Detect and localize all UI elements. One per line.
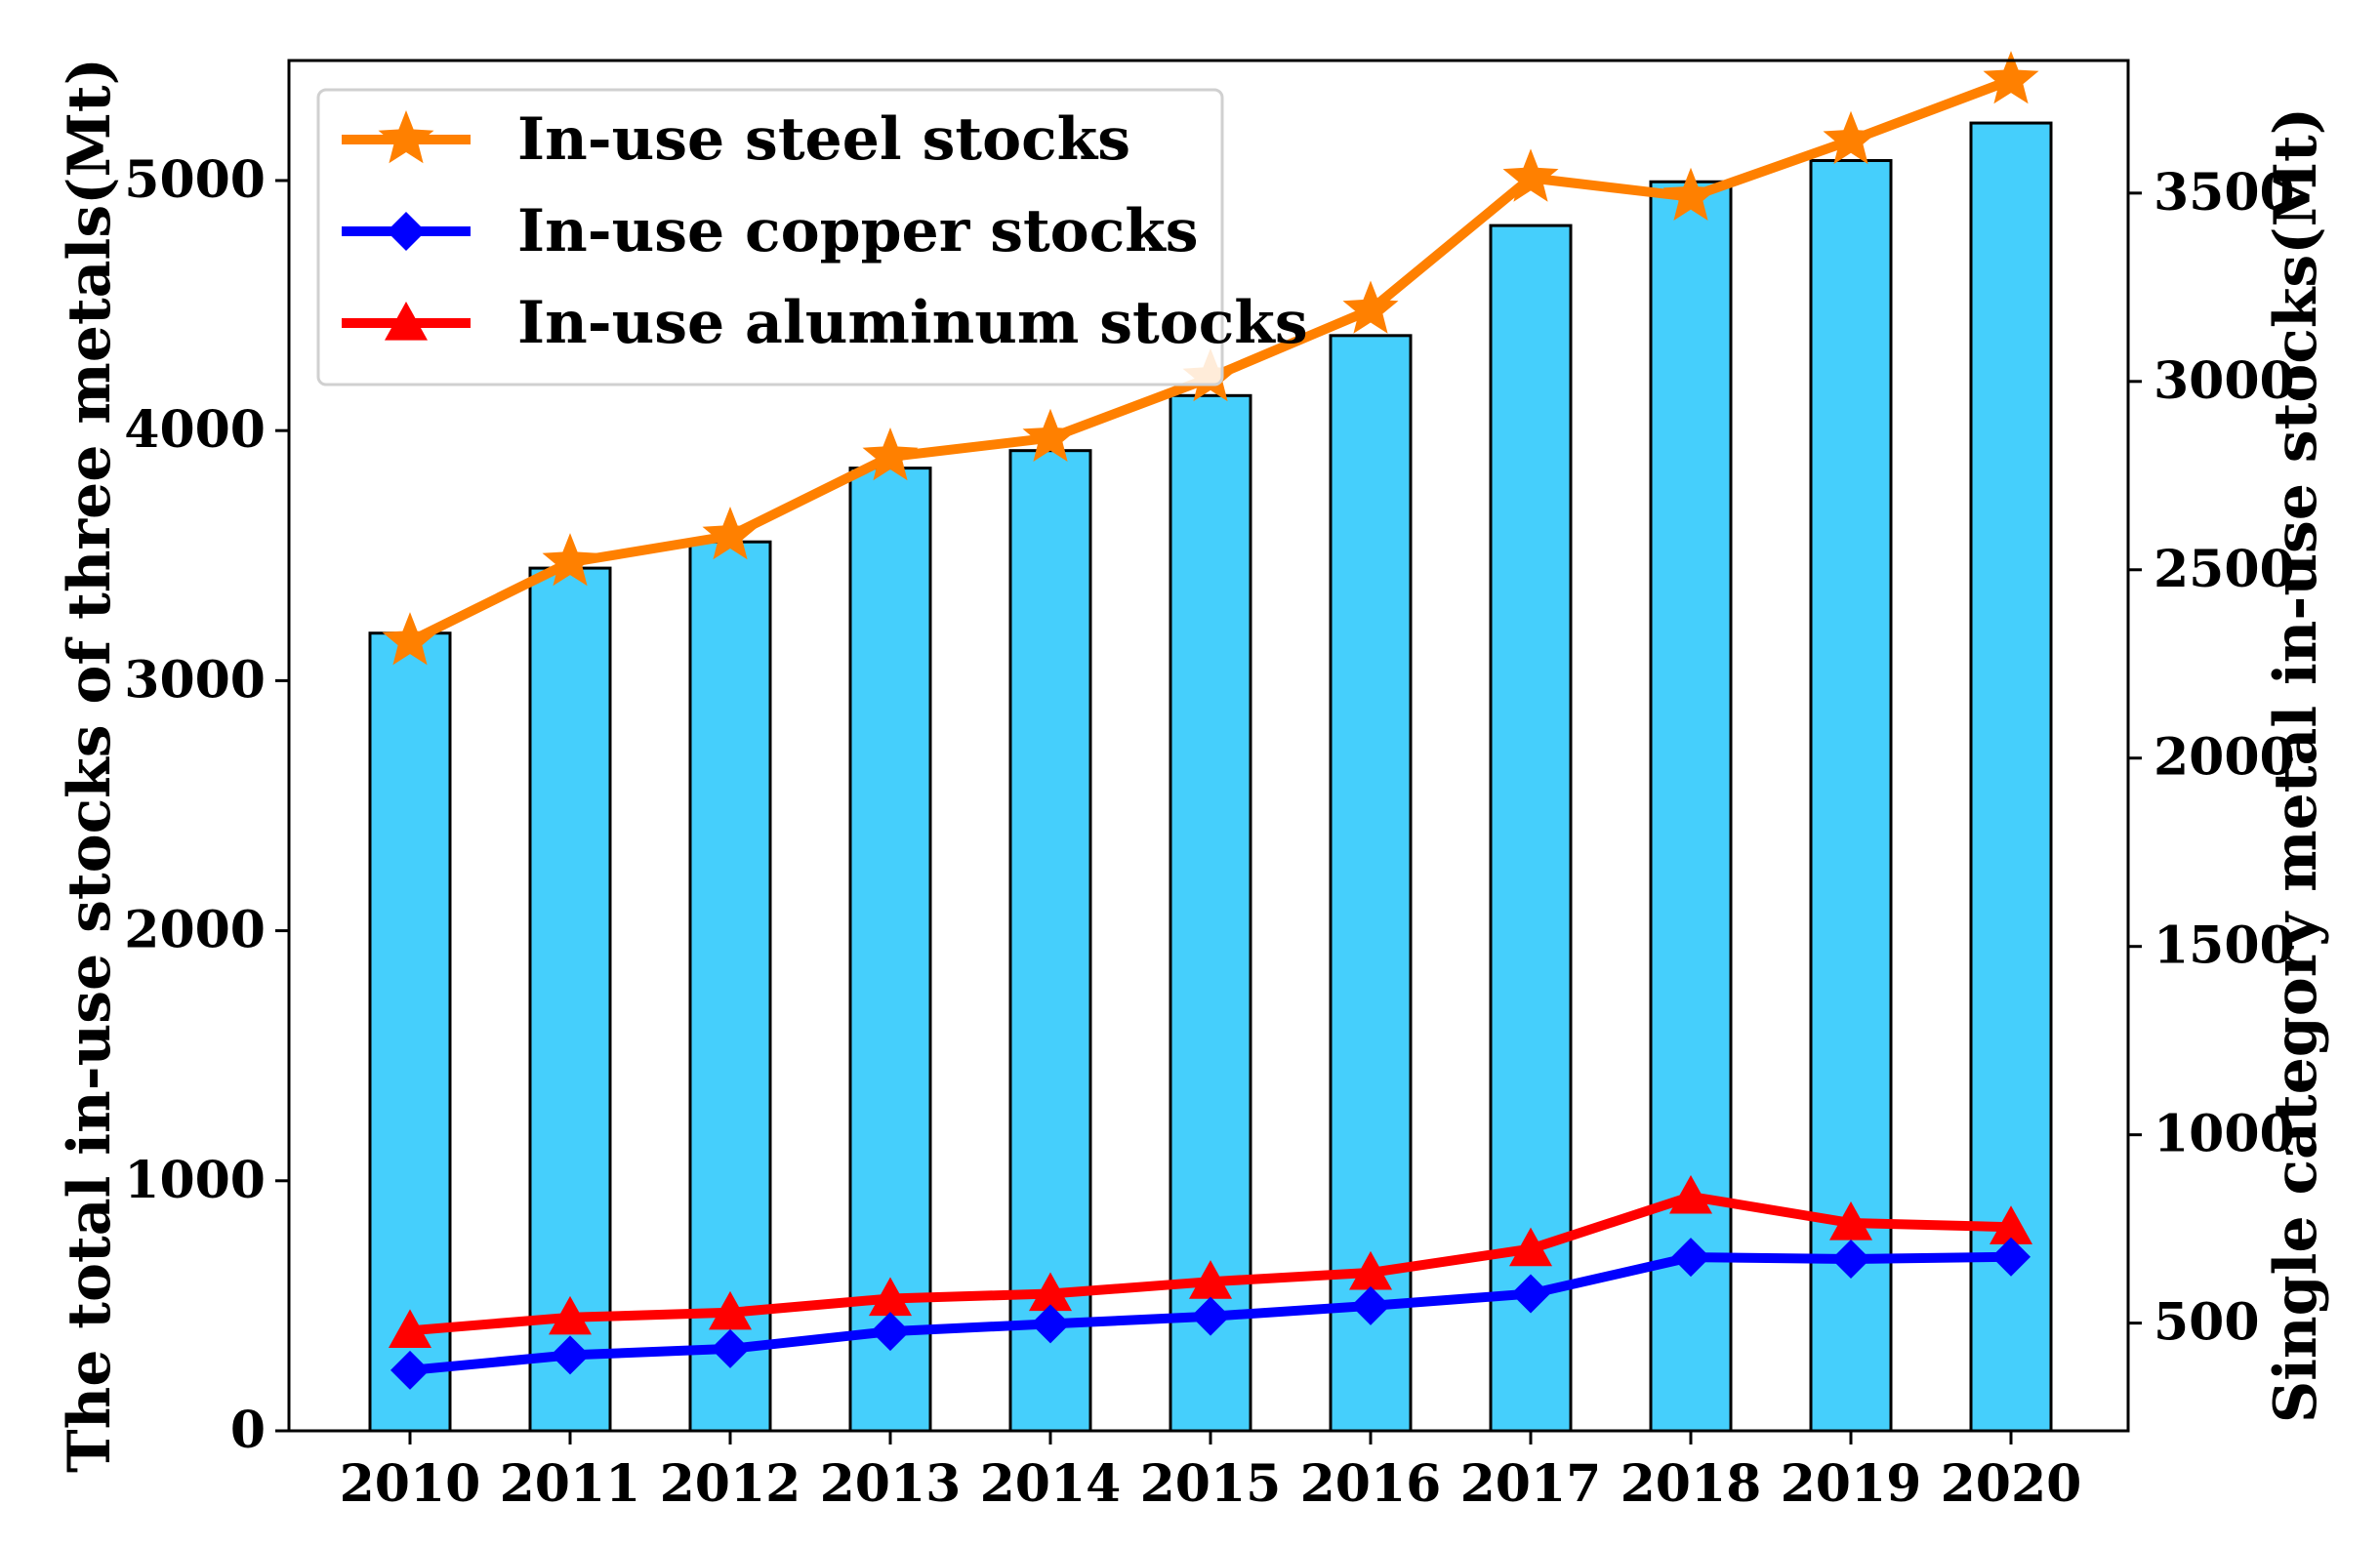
x-tick-label-2018: 2018 [1621,1454,1762,1514]
in-use-copper-stocks-point-2011 [551,1335,590,1375]
in-use-steel-stocks-point-2010 [382,612,438,666]
legend-label-in-use-copper-stocks: In-use copper stocks [517,197,1199,265]
x-tick-label-2017: 2017 [1460,1454,1602,1514]
in-use-copper-stocks-point-2020 [1991,1237,2031,1277]
in-use-steel-stocks-point-2011 [542,533,598,587]
left-y-axis: 0 1000 2000 3000 4000 5000 [124,150,289,1460]
in-use-copper-stocks-point-2019 [1831,1240,1870,1280]
left-tick-label-3000: 3000 [124,650,266,710]
right-tick-label-3000: 3000 [2154,351,2295,411]
left-axis-title: The total in-use stocks of three metals(… [56,58,124,1473]
left-tick-label-0: 0 [230,1401,266,1460]
legend-label-in-use-steel-stocks: In-use steel stocks [517,105,1130,174]
right-tick-label-1500: 1500 [2154,916,2295,976]
right-tick-label-3500: 3500 [2154,163,2295,223]
in-use-aluminum-stocks-point-2019 [1829,1200,1872,1241]
in-use-copper-stocks-point-2015 [1191,1296,1230,1336]
bar-2013 [848,467,932,1433]
left-tick-label-4000: 4000 [124,400,266,460]
right-tick-label-1000: 1000 [2154,1105,2295,1164]
in-use-copper-stocks-point-2014 [1031,1304,1070,1344]
legend-marker-in-use-steel-stocks [378,110,434,164]
bar-2011 [528,566,612,1433]
legend-box [316,88,1224,386]
in-use-aluminum-stocks-point-2011 [549,1295,592,1335]
right-tick-label-2500: 2500 [2154,540,2295,599]
x-tick-label-2016: 2016 [1300,1454,1442,1514]
in-use-aluminum-stocks-point-2012 [709,1290,752,1330]
in-use-aluminum-stocks-point-2010 [389,1309,431,1348]
x-tick-label-2015: 2015 [1140,1454,1282,1514]
right-tick-label-2000: 2000 [2154,728,2295,788]
in-use-copper-stocks-point-2010 [390,1350,430,1390]
left-tick-label-5000: 5000 [124,150,266,210]
in-use-copper-stocks-point-2017 [1511,1274,1550,1314]
lines-layer [382,51,2039,1390]
in-use-aluminum-stocks-point-2015 [1189,1260,1232,1299]
in-use-copper-stocks-point-2012 [711,1328,750,1368]
plot-frame [287,59,2130,1433]
in-use-copper-stocks-point-2016 [1351,1285,1390,1325]
right-tick-label-500: 500 [2154,1293,2260,1353]
series-in-use-copper-stocks [390,1237,2031,1390]
in-use-aluminum-stocks-point-2016 [1349,1250,1392,1290]
x-tick-label-2010: 2010 [340,1454,481,1514]
x-tick-label-2019: 2019 [1781,1454,1922,1514]
right-axis-title: Single category metal in-use stocks(Mt) [2262,107,2330,1423]
x-tick-label-2014: 2014 [980,1454,1122,1514]
right-y-axis: 500 1000 1500 2000 2500 3000 3500 [2128,163,2295,1353]
left-tick-label-2000: 2000 [124,901,266,960]
in-use-steel-stocks-point-2019 [1823,110,1879,165]
in-use-steel-stocks-point-2017 [1502,148,1559,202]
in-use-aluminum-stocks-point-2017 [1509,1227,1552,1267]
legend-marker-in-use-copper-stocks [387,212,426,251]
bar-2015 [1169,393,1252,1433]
x-tick-label-2020: 2020 [1941,1454,2082,1514]
legend: In-use steel stocks In-use copper stocks I… [316,88,1308,386]
in-use-steel-stocks-point-2016 [1342,280,1399,334]
in-use-aluminum-stocks-point-2014 [1029,1272,1072,1312]
bar-2010 [368,631,452,1433]
x-axis: 2010 2011 2012 2013 2014 2015 2016 2017 2018 2019… [340,1431,2082,1514]
in-use-steel-stocks-point-2013 [862,427,919,481]
legend-label-in-use-aluminum-stocks: In-use aluminum stocks [517,289,1308,357]
in-use-steel-stocks-point-2012 [702,507,759,560]
series-in-use-aluminum-stocks [389,1174,2032,1348]
in-use-copper-stocks-point-2018 [1671,1238,1710,1278]
x-tick-label-2012: 2012 [660,1454,801,1514]
x-tick-label-2011: 2011 [500,1454,641,1514]
in-use-copper-stocks-point-2013 [871,1312,910,1352]
x-tick-label-2013: 2013 [820,1454,962,1514]
in-use-steel-stocks-point-2020 [1983,51,2039,104]
in-use-aluminum-stocks-point-2013 [869,1277,912,1317]
in-use-steel-stocks-point-2018 [1662,167,1719,221]
left-tick-label-1000: 1000 [124,1151,266,1210]
in-use-steel-stocks-point-2014 [1022,408,1079,462]
legend-marker-in-use-aluminum-stocks [385,302,428,341]
in-use-aluminum-stocks-point-2020 [1990,1205,2032,1244]
in-use-aluminum-stocks-point-2018 [1669,1174,1712,1214]
